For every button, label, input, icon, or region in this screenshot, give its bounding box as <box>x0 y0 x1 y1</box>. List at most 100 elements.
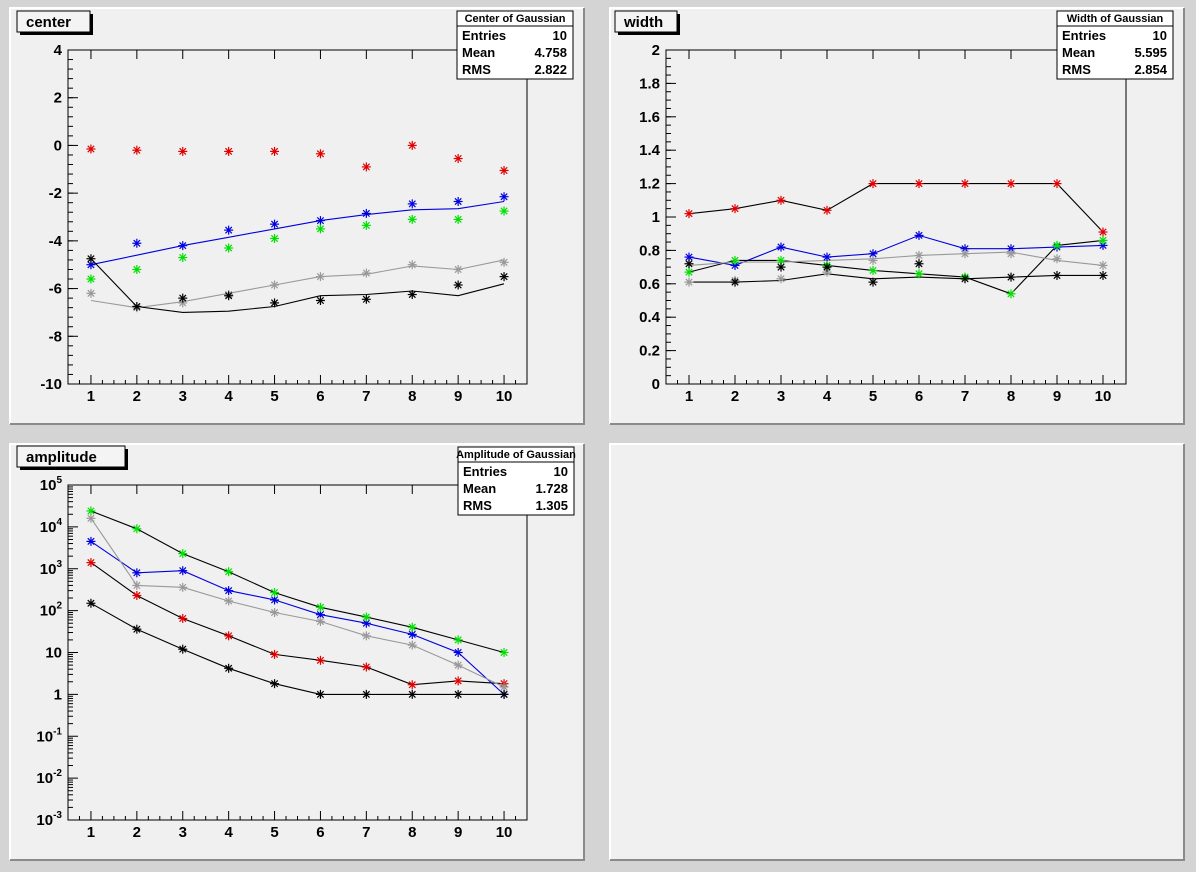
star-marker <box>453 648 463 657</box>
star-marker <box>407 640 417 650</box>
marker-stroke <box>1099 228 1107 236</box>
marker-stroke <box>225 244 233 252</box>
series-line-4 <box>90 602 504 695</box>
marker-stroke <box>408 681 416 689</box>
x-axis: 1 2 3 4 5 6 7 8 9 10 <box>78 485 517 841</box>
marker-stroke <box>915 231 923 239</box>
marker-stroke <box>270 608 279 617</box>
marker-stroke <box>777 275 785 283</box>
y-tick-label: 10 <box>45 645 62 662</box>
stats-value: 2.822 <box>534 62 567 77</box>
x-tick-label: 4 <box>224 824 233 841</box>
star-marker <box>361 220 371 230</box>
star-marker <box>1006 289 1016 299</box>
series-markers-4 <box>684 259 1108 287</box>
marker-stroke <box>500 258 508 266</box>
marker-stroke <box>408 200 416 208</box>
x-tick-label: 5 <box>869 388 877 405</box>
star-marker <box>684 277 694 287</box>
y-tick-label: 104 <box>40 517 63 536</box>
x-tick-label: 5 <box>270 824 278 841</box>
marker-stroke <box>731 205 739 213</box>
title-box <box>16 445 126 468</box>
pad-empty <box>609 443 1185 861</box>
star-marker <box>407 199 417 209</box>
chart-width: 1 2 3 4 5 6 7 8 9 10 0 0.2 0.4 0.6 0.8 1 1.2 1.4 1.6 1.8 2 wi… <box>614 10 1174 405</box>
marker-stroke <box>961 179 969 188</box>
marker-stroke <box>179 147 187 156</box>
title-box <box>16 10 91 33</box>
x-tick-label: 1 <box>87 388 95 405</box>
y-tick-label: 4 <box>54 42 63 59</box>
marker-stroke <box>270 596 279 604</box>
star-marker <box>132 264 142 274</box>
y-tick-label: -6 <box>49 281 62 298</box>
x-tick-label: 9 <box>1053 388 1061 405</box>
stats-box: Amplitude of Gaussian Entries 10 Mean 1.728 R… <box>456 446 576 516</box>
y-tick-label: 0.8 <box>639 242 660 259</box>
marker-stroke <box>454 677 462 685</box>
star-marker <box>868 265 878 275</box>
marker-stroke <box>225 664 233 672</box>
marker-stroke <box>500 166 508 175</box>
star-marker <box>914 179 924 189</box>
x-tick-label: 3 <box>179 388 187 405</box>
marker-stroke <box>225 147 233 156</box>
star-marker <box>132 568 142 578</box>
star-marker <box>776 195 786 205</box>
marker-stroke <box>270 650 279 659</box>
marker-stroke <box>1099 271 1107 280</box>
x-axis: 1 2 3 4 5 6 7 8 9 10 <box>677 50 1115 405</box>
star-marker <box>224 567 234 577</box>
marker-stroke <box>362 209 370 218</box>
marker-stroke <box>179 567 187 575</box>
marker-stroke <box>316 656 325 664</box>
marker-stroke <box>87 145 95 153</box>
star-marker <box>270 146 280 156</box>
marker-stroke <box>362 163 370 171</box>
star-marker <box>914 269 924 279</box>
x-tick-label: 4 <box>224 388 233 405</box>
y-tick-label: 1 <box>54 686 62 703</box>
y-tick-exponent: 4 <box>56 517 62 528</box>
stats-value: 10 <box>554 464 568 479</box>
star-marker <box>407 680 417 690</box>
y-tick-label: 10-2 <box>36 768 62 787</box>
marker-stroke <box>454 197 462 206</box>
y-axis: 0 0.2 0.4 0.6 0.8 1 1.2 1.4 1.6 1.8 2 <box>639 42 676 393</box>
marker-stroke <box>316 611 325 619</box>
star-marker <box>407 629 417 639</box>
marker-stroke <box>270 234 279 243</box>
marker-stroke <box>179 294 187 302</box>
x-tick-label: 6 <box>316 388 324 405</box>
star-marker <box>453 264 463 274</box>
star-marker <box>270 608 280 618</box>
star-marker <box>270 298 280 308</box>
star-marker <box>407 140 417 150</box>
marker-stroke <box>408 623 416 631</box>
star-marker <box>178 566 188 576</box>
x-tick-label: 6 <box>316 824 324 841</box>
marker-stroke <box>362 632 370 640</box>
stats-title: Amplitude of Gaussian <box>456 449 576 461</box>
star-marker <box>224 225 234 235</box>
star-marker <box>407 689 417 699</box>
star-marker <box>178 241 188 251</box>
marker-stroke <box>408 641 416 649</box>
y-tick-label: 1 <box>652 209 660 226</box>
marker-stroke <box>1053 241 1061 250</box>
stats-label: RMS <box>1062 62 1091 77</box>
y-tick-label: 0 <box>54 137 62 154</box>
star-marker <box>224 596 234 606</box>
stats-label: RMS <box>463 498 492 513</box>
x-tick-label: 9 <box>454 388 462 405</box>
marker-stroke <box>685 268 693 276</box>
series-line-2 <box>90 510 505 654</box>
star-marker <box>453 280 463 290</box>
star-marker <box>86 274 96 284</box>
pad-title: center <box>16 10 93 35</box>
x-tick-label: 1 <box>685 388 693 405</box>
star-marker <box>224 291 234 301</box>
marker-stroke <box>454 648 462 657</box>
